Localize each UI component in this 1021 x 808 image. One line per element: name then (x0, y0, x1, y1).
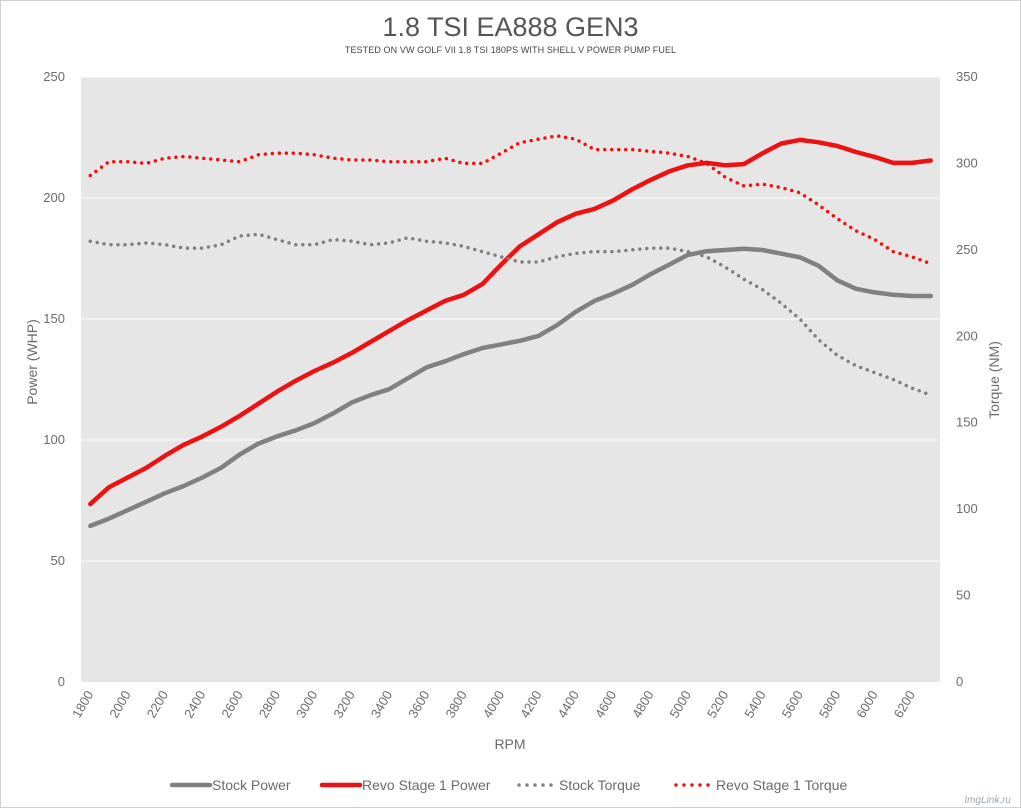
x-tick-label: 5800 (816, 688, 843, 721)
y-axis-title: Power (WHP) (24, 319, 40, 405)
y2-tick-label: 250 (956, 242, 978, 257)
y2-tick-label: 200 (956, 328, 978, 343)
y2-tick-label: 50 (956, 588, 970, 603)
x-tick-label: 4600 (592, 688, 619, 721)
x-tick-label: 4200 (517, 688, 544, 721)
x-axis-title: RPM (494, 736, 525, 752)
y-tick-label: 250 (43, 69, 65, 84)
x-tick-label: 6000 (853, 688, 880, 721)
x-tick-label: 2000 (106, 688, 133, 721)
legend-label-revo-stage-1-torque: Revo Stage 1 Torque (716, 777, 847, 793)
y-tick-label: 100 (43, 432, 65, 447)
y-tick-label: 150 (43, 311, 65, 326)
x-tick-label: 4400 (554, 688, 581, 721)
y-tick-label: 50 (51, 553, 65, 568)
x-tick-label: 5400 (741, 688, 768, 721)
x-tick-label: 3400 (368, 688, 395, 721)
x-tick-label: 5600 (779, 688, 806, 721)
y-tick-label: 200 (43, 190, 65, 205)
watermark: ImgLink.ru (964, 795, 1011, 806)
y2-tick-label: 0 (956, 674, 963, 689)
x-tick-label: 2200 (144, 688, 171, 721)
y2-axis-title: Torque (NM) (986, 341, 1002, 419)
legend-label-stock-power: Stock Power (212, 777, 291, 793)
y2-tick-label: 350 (956, 69, 978, 84)
series-line-revo-stage-1-power (88, 137, 933, 507)
y2-tick-label: 100 (956, 501, 978, 516)
series-line-stock-power (88, 246, 933, 529)
x-tick-label: 2400 (181, 688, 208, 721)
x-tick-label: 4800 (629, 688, 656, 721)
y-tick-label: 0 (58, 674, 65, 689)
x-tick-label: 3200 (330, 688, 357, 721)
series-line-stock-torque (88, 232, 933, 397)
legend-label-stock-torque: Stock Torque (559, 777, 641, 793)
x-tick-label: 3800 (442, 688, 469, 721)
x-tick-label: 3600 (405, 688, 432, 721)
plot-area (81, 77, 940, 682)
x-tick-label: 2800 (256, 688, 283, 721)
x-tick-label: 2600 (218, 688, 245, 721)
x-tick-label: 1800 (69, 688, 96, 721)
x-tick-label: 5200 (704, 688, 731, 721)
x-tick-label: 3000 (293, 688, 320, 721)
chart-title: 1.8 TSI EA888 GEN3 (382, 12, 639, 42)
series-line-revo-stage-1-torque (88, 134, 933, 266)
x-tick-label: 5000 (667, 688, 694, 721)
x-tick-label: 6200 (891, 688, 918, 721)
chart-subtitle: TESTED ON VW GOLF VII 1.8 TSI 180PS WITH… (344, 45, 677, 55)
y2-tick-label: 300 (956, 155, 978, 170)
legend-label-revo-stage-1-power: Revo Stage 1 Power (362, 777, 491, 793)
y2-tick-label: 150 (956, 415, 978, 430)
x-tick-label: 4000 (480, 688, 507, 721)
